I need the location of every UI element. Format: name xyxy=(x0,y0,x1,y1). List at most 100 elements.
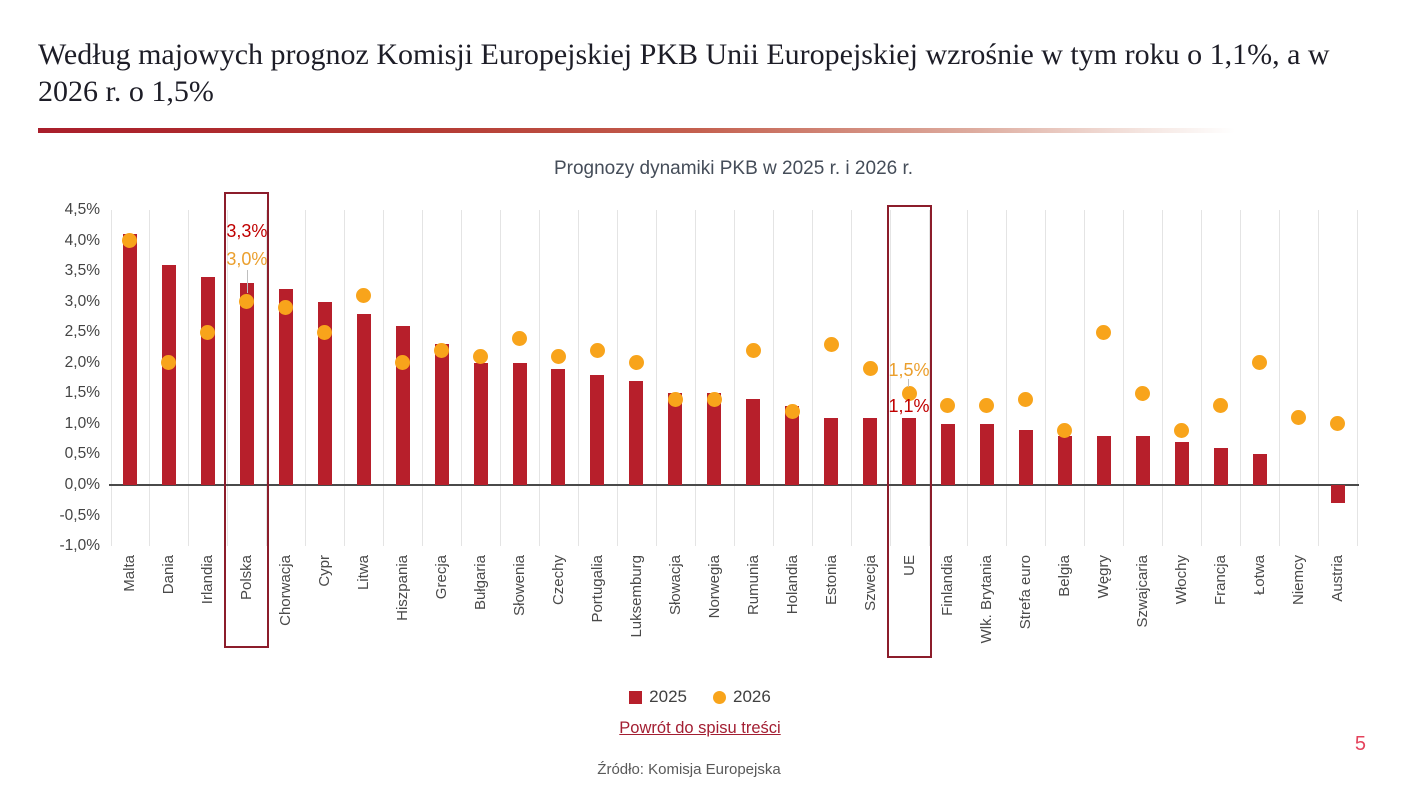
x-axis-line xyxy=(108,484,1359,486)
category-label: Francja xyxy=(1212,555,1230,606)
gridline xyxy=(577,210,579,546)
bar-2025-Bułgaria xyxy=(473,362,488,485)
category-label: Austria xyxy=(1329,555,1347,602)
dot-2026-Portugalia xyxy=(589,343,605,359)
gridline xyxy=(967,210,969,546)
dot-2026-Słowenia xyxy=(512,330,527,346)
gridline xyxy=(1201,210,1203,546)
gridline xyxy=(422,210,424,546)
gridline xyxy=(889,210,891,546)
bar-2025-Austria xyxy=(1330,485,1345,504)
bar-2025-Wlk. Brytania xyxy=(979,423,994,485)
y-axis-tick-label: 3,0% xyxy=(64,292,100,310)
dot-2026-Norwegia xyxy=(706,391,722,407)
gridline xyxy=(1162,210,1164,546)
bar-2025-Szwecja xyxy=(863,417,878,485)
data-label-ue-2026: 1,5% xyxy=(888,360,930,380)
gridline xyxy=(1357,210,1358,546)
gridline xyxy=(383,210,385,546)
category-label: Polska xyxy=(238,555,256,601)
bar-2025-Czechy xyxy=(551,368,566,485)
category-label: Szwecja xyxy=(861,555,879,611)
dot-2026-Wlk. Brytania xyxy=(979,398,995,414)
dot-2026-Austria xyxy=(1330,416,1346,432)
bar-2025-Hiszpania xyxy=(395,326,410,485)
category-label: Estonia xyxy=(822,555,840,606)
data-label-polska-2026: 3,0% xyxy=(226,249,268,269)
dot-2026-Finlandia xyxy=(940,398,956,414)
gridline xyxy=(1045,210,1047,546)
dot-2026-Dania xyxy=(161,355,177,371)
y-axis-tick-label: -1,0% xyxy=(59,537,101,555)
dot-2026-Grecja xyxy=(434,343,450,359)
category-label: Belgia xyxy=(1056,555,1074,597)
category-label: UE xyxy=(900,555,918,576)
bar-2025-Włochy xyxy=(1174,442,1189,485)
annotation-leader-line xyxy=(247,270,248,293)
category-label: Grecja xyxy=(433,555,451,600)
chart-legend: 2025 2026 xyxy=(0,686,1400,708)
dot-2026-Łotwa xyxy=(1252,355,1268,371)
category-label: Dania xyxy=(160,555,178,595)
dot-2026-Malta xyxy=(122,233,138,249)
dot-2026-Słowacja xyxy=(667,391,683,407)
dot-2026-Francja xyxy=(1213,398,1229,414)
y-axis-tick-label: 4,0% xyxy=(64,231,100,249)
dot-2026-Węgry xyxy=(1096,324,1112,340)
dot-2026-Chorwacja xyxy=(278,300,294,316)
y-axis-tick-label: 1,0% xyxy=(64,414,100,432)
dot-2026-Strefa euro xyxy=(1018,391,1034,407)
back-to-toc-link[interactable]: Powrót do spisu treści xyxy=(619,719,781,737)
legend-label-2025: 2025 xyxy=(649,687,687,706)
dot-2026-Cypr xyxy=(317,324,333,340)
category-label: Luksemburg xyxy=(627,555,645,638)
bar-2025-Norwegia xyxy=(707,393,722,485)
annotation-leader-line xyxy=(908,379,909,387)
dot-2026-Rumunia xyxy=(745,343,761,359)
dot-2026-Irlandia xyxy=(200,324,216,340)
dot-2026-Polska xyxy=(239,294,255,310)
bar-2025-Holandia xyxy=(785,405,800,485)
bar-2025-Łotwa xyxy=(1252,454,1267,485)
gridline xyxy=(538,210,540,546)
legend-swatch-2026-icon xyxy=(713,690,726,704)
gridline xyxy=(1318,210,1320,546)
legend-swatch-2025-icon xyxy=(629,690,643,704)
gridline xyxy=(616,210,618,546)
gridline xyxy=(305,210,307,546)
category-label: Rumunia xyxy=(744,555,762,616)
y-axis-tick-label: 1,5% xyxy=(64,384,100,402)
category-label: Cypr xyxy=(316,555,334,587)
bar-2025-Węgry xyxy=(1096,436,1111,485)
bar-2025-Irlandia xyxy=(200,277,215,485)
bar-2025-Cypr xyxy=(317,301,332,485)
bar-2025-Szwajcaria xyxy=(1135,436,1150,485)
page-number: 5 xyxy=(1354,733,1366,755)
gridline xyxy=(733,210,735,546)
data-label-polska-2025: 3,3% xyxy=(226,221,268,241)
bar-2025-Litwa xyxy=(356,313,371,485)
gridline xyxy=(1279,210,1281,546)
category-label: Łotwa xyxy=(1251,555,1269,596)
gridline xyxy=(1006,210,1008,546)
bar-2025-Strefa euro xyxy=(1018,430,1033,485)
gridline xyxy=(266,210,268,546)
dot-2026-Szwecja xyxy=(862,361,878,377)
dot-2026-Włochy xyxy=(1174,422,1190,438)
dot-2026-Estonia xyxy=(823,336,839,352)
gridline xyxy=(344,210,346,546)
category-label: Irlandia xyxy=(199,555,217,605)
y-axis-tick-label: 2,0% xyxy=(64,353,100,371)
legend-item-2026: 2026 xyxy=(713,687,771,707)
y-axis-tick-label: 0,0% xyxy=(64,476,100,493)
gridline xyxy=(850,210,852,546)
title-divider xyxy=(38,128,1235,133)
dot-2026-UE xyxy=(901,385,917,401)
dot-2026-Belgia xyxy=(1057,422,1073,438)
bar-2025-Polska xyxy=(239,283,254,485)
bar-2025-Luksemburg xyxy=(629,381,644,485)
bar-2025-Chorwacja xyxy=(278,289,293,485)
category-label: Węgry xyxy=(1095,555,1113,599)
bar-2025-Portugalia xyxy=(590,375,605,485)
gridline xyxy=(694,210,696,546)
